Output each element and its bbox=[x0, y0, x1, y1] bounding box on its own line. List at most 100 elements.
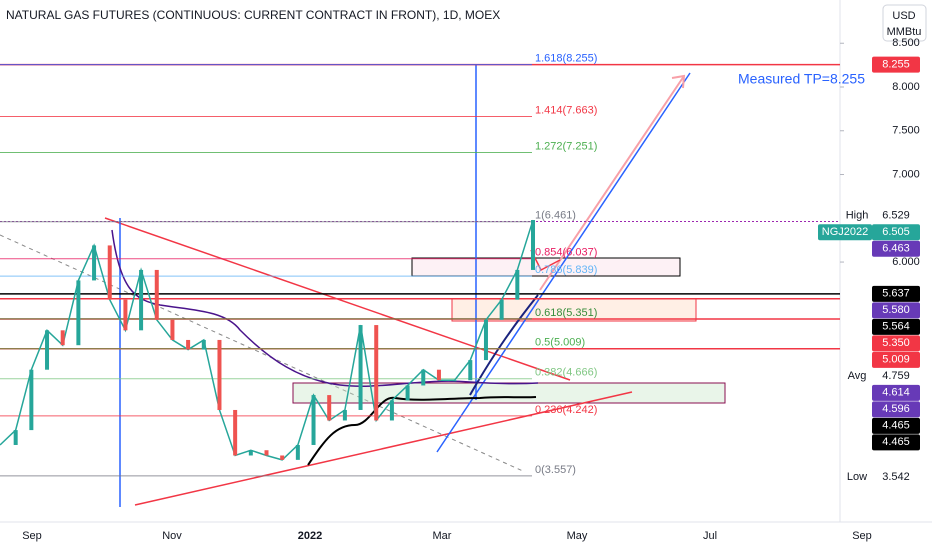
price-bar bbox=[499, 299, 504, 320]
price-bar bbox=[186, 339, 191, 350]
price-bar bbox=[170, 319, 175, 340]
x-tick-label: Sep bbox=[22, 530, 42, 542]
price-bar bbox=[280, 455, 285, 460]
x-tick-label: Mar bbox=[433, 530, 452, 542]
price-badge bbox=[872, 207, 920, 224]
price-bar bbox=[123, 299, 128, 331]
annotation: Measured TP=8.255 bbox=[738, 71, 865, 87]
badge-name: Low bbox=[847, 471, 867, 483]
fib-label: 0(3.557) bbox=[535, 464, 576, 476]
price-badge bbox=[872, 401, 920, 418]
price-badge bbox=[872, 434, 920, 451]
price-bar bbox=[421, 369, 426, 386]
arrow-head bbox=[671, 74, 686, 89]
price-badge bbox=[872, 224, 920, 241]
fib-label: 0.5(5.009) bbox=[535, 337, 585, 349]
trend-dashed bbox=[0, 234, 526, 473]
price-badge-label: 4.614 bbox=[882, 387, 910, 399]
price-bar bbox=[29, 369, 34, 431]
price-bar bbox=[358, 325, 363, 410]
price-bar bbox=[248, 450, 253, 456]
price-badge bbox=[872, 335, 920, 352]
price-badge bbox=[872, 285, 920, 302]
x-tick-label: Sep bbox=[852, 530, 872, 542]
unit[interactable]: MMBtu bbox=[887, 26, 922, 38]
y-tick-label: 6.000 bbox=[892, 256, 920, 268]
price-badge-label: 4.465 bbox=[882, 420, 910, 432]
price-bar bbox=[233, 409, 238, 456]
x-tick-label: May bbox=[567, 530, 588, 542]
badge-name: High bbox=[846, 210, 869, 222]
price-bar bbox=[531, 220, 535, 270]
badge-name: NGJ2022 bbox=[822, 226, 868, 238]
badge-name-bg bbox=[843, 469, 871, 486]
fib-label: 1.272(7.251) bbox=[535, 140, 597, 152]
price-badge bbox=[872, 302, 920, 319]
price-badge-label: 3.542 bbox=[882, 471, 910, 483]
price-bar bbox=[107, 245, 112, 300]
price-bar bbox=[154, 269, 159, 320]
price-badge bbox=[872, 318, 920, 335]
price-badge bbox=[872, 368, 920, 385]
unit-button[interactable] bbox=[882, 4, 927, 42]
price-badge bbox=[872, 351, 920, 368]
price-bar bbox=[311, 395, 316, 445]
currency[interactable]: USD bbox=[892, 10, 915, 22]
moving-average bbox=[111, 229, 539, 387]
fib-label: 0.854(6.037) bbox=[535, 247, 597, 259]
price-bar bbox=[60, 330, 65, 346]
price-bar bbox=[76, 280, 81, 346]
price-bar bbox=[45, 330, 50, 370]
fib-label: 0.786(5.839) bbox=[535, 264, 597, 276]
price-badge-label: 5.564 bbox=[882, 321, 910, 333]
price-bar bbox=[264, 450, 269, 456]
price-badge-label: 6.529 bbox=[882, 210, 910, 222]
fib-label: 0.382(4.666) bbox=[535, 367, 597, 379]
badge-name-bg bbox=[818, 224, 872, 241]
triangle-bottom bbox=[134, 391, 633, 506]
price-badge bbox=[872, 56, 920, 73]
price-badge bbox=[872, 469, 920, 486]
price-bar bbox=[217, 339, 222, 410]
price-bar bbox=[389, 400, 394, 421]
price-badge-label: 6.505 bbox=[882, 226, 910, 238]
x-tick-label: Nov bbox=[162, 530, 182, 542]
trend-channel bbox=[436, 72, 691, 453]
fib-label: 1(6.461) bbox=[535, 210, 576, 222]
price-badge-label: 6.463 bbox=[882, 243, 910, 255]
x-tick-label: 2022 bbox=[298, 530, 322, 542]
fib-label: 0.236(4.242) bbox=[535, 404, 597, 416]
price-badge bbox=[872, 384, 920, 401]
price-badge bbox=[872, 417, 920, 434]
price-bar bbox=[405, 385, 410, 401]
y-tick-label: 8.500 bbox=[892, 37, 920, 49]
moving-average bbox=[469, 294, 539, 396]
badge-name-bg bbox=[843, 207, 871, 224]
price-bar bbox=[436, 369, 441, 381]
price-bar bbox=[515, 269, 520, 300]
price-line bbox=[0, 219, 534, 461]
price-bar bbox=[452, 380, 457, 382]
badge-name-bg bbox=[843, 368, 871, 385]
fib-label: 0.618(5.351) bbox=[535, 307, 597, 319]
projection-arrow bbox=[539, 75, 685, 291]
price-bar bbox=[327, 395, 332, 421]
price-bar bbox=[468, 360, 473, 381]
price-badge-label: 8.255 bbox=[882, 59, 910, 71]
badge-name: Avg bbox=[848, 370, 867, 382]
price-badge-label: 5.637 bbox=[882, 288, 910, 300]
y-tick-label: 8.000 bbox=[892, 81, 920, 93]
price-bar bbox=[139, 269, 144, 331]
x-tick-label: Jul bbox=[703, 530, 717, 542]
price-badge-label: 4.465 bbox=[882, 436, 910, 448]
y-tick-label: 7.000 bbox=[892, 168, 920, 180]
price-badge-label: 5.350 bbox=[882, 337, 910, 349]
price-bar bbox=[374, 325, 379, 421]
price-bar bbox=[295, 444, 300, 460]
price-badge-label: 4.759 bbox=[882, 370, 910, 382]
price-bar bbox=[92, 245, 97, 281]
price-badge-label: 4.596 bbox=[882, 403, 910, 415]
price-badge-label: 5.009 bbox=[882, 354, 910, 366]
price-badge-label: 5.580 bbox=[882, 304, 910, 316]
